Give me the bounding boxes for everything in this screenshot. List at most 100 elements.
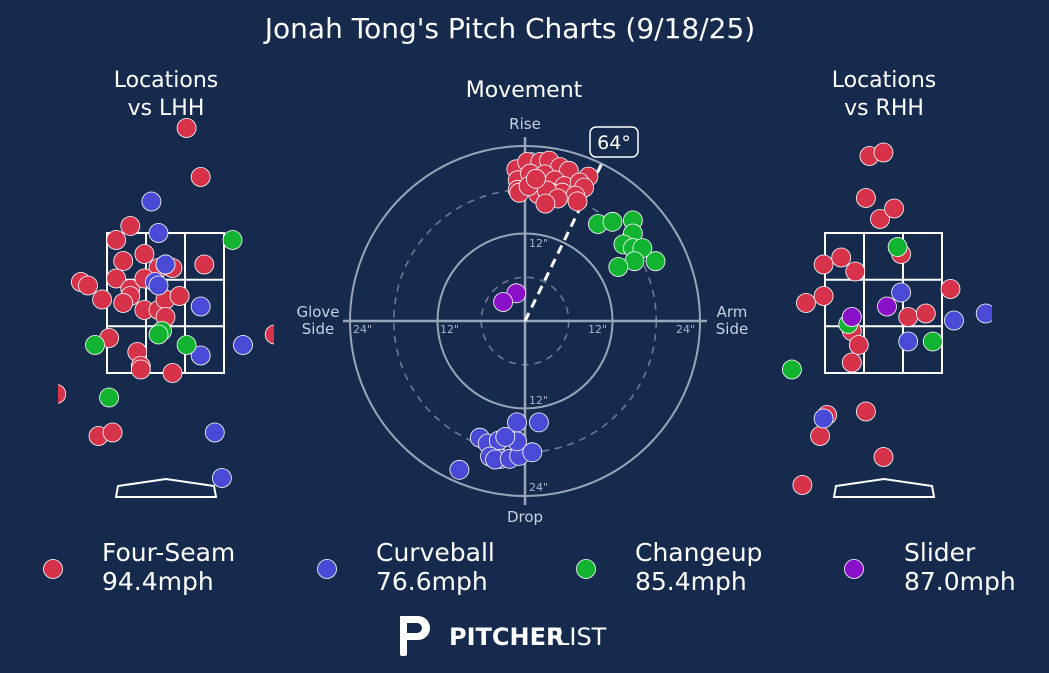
lhh-title-line1: Locations bbox=[114, 68, 219, 93]
pitch-point-four-seam bbox=[856, 188, 876, 208]
pitch-point-slider bbox=[841, 307, 862, 327]
movement-point-four-seam bbox=[567, 191, 588, 212]
drop-label: Drop bbox=[507, 508, 543, 526]
pitch-point-changeup bbox=[782, 359, 802, 380]
pitch-point-curveball bbox=[148, 275, 169, 296]
arm-side-label-line2: Side bbox=[716, 320, 748, 338]
ring-label-bottom-24: 24" bbox=[529, 481, 548, 494]
pitch-point-curveball bbox=[155, 254, 176, 275]
glove-side-label-line1: Glove bbox=[296, 303, 339, 321]
pitch-point-four-seam bbox=[113, 251, 134, 271]
legend-velo-four-seam: 94.4mph bbox=[102, 567, 214, 596]
movement-point-changeup bbox=[602, 211, 623, 232]
arm-angle-badge bbox=[589, 126, 639, 158]
pitch-point-four-seam bbox=[813, 254, 834, 275]
brand-light: LIST bbox=[556, 623, 607, 651]
pitch-point-four-seam bbox=[845, 261, 866, 282]
pitch-point-four-seam bbox=[130, 359, 151, 380]
movement-point-curveball bbox=[495, 426, 516, 447]
pitch-point-four-seam bbox=[870, 209, 890, 229]
pitch-point-four-seam bbox=[106, 268, 127, 289]
pitch-point-curveball bbox=[190, 296, 211, 317]
legend-dot-four-seam bbox=[43, 559, 63, 579]
legend-dot-curveball bbox=[317, 559, 337, 579]
pitch-point-four-seam bbox=[102, 422, 123, 443]
rhh-location-panel bbox=[782, 142, 992, 498]
pitch-point-four-seam bbox=[898, 307, 919, 327]
lhh-location-panel bbox=[58, 118, 274, 498]
pitch-point-curveball bbox=[233, 335, 253, 355]
pitch-point-curveball bbox=[898, 331, 919, 352]
ring-label-right-24: 24" bbox=[676, 323, 695, 336]
pitch-point-changeup bbox=[922, 331, 943, 352]
pitch-point-four-seam bbox=[162, 363, 183, 383]
pitch-point-four-seam bbox=[884, 198, 904, 219]
pitch-point-four-seam bbox=[856, 401, 876, 422]
rhh-title-line2: vs RHH bbox=[844, 96, 924, 121]
pitch-point-changeup bbox=[222, 230, 243, 250]
movement-point-curveball bbox=[507, 412, 527, 433]
lhh-home-plate bbox=[114, 477, 218, 498]
pitch-point-four-seam bbox=[264, 324, 274, 345]
rise-label: Rise bbox=[509, 115, 541, 133]
pitch-point-four-seam bbox=[106, 230, 127, 250]
pitch-point-four-seam bbox=[848, 335, 869, 355]
pitch-point-curveball bbox=[204, 422, 225, 443]
pitch-point-four-seam bbox=[810, 426, 830, 446]
movement-point-four-seam bbox=[526, 168, 546, 189]
pitch-point-four-seam bbox=[176, 118, 197, 138]
pitch-point-curveball bbox=[813, 408, 834, 429]
pitch-point-curveball bbox=[141, 191, 162, 212]
movement-point-changeup bbox=[645, 251, 666, 272]
pitcherlist-logo: PITCHER LIST bbox=[400, 616, 607, 656]
movement-point-curveball bbox=[529, 412, 549, 433]
rhh-title-line1: Locations bbox=[832, 68, 937, 93]
pitch-point-four-seam bbox=[796, 293, 816, 313]
movement-panel: 12" 24" 12" 24" 12" 24" 12" 24" Rise Dro… bbox=[296, 115, 748, 526]
legend-velo-slider: 87.0mph bbox=[904, 567, 1016, 596]
chart-title: Jonah Tong's Pitch Charts (9/18/25) bbox=[263, 12, 755, 45]
brand-bold: PITCHER bbox=[449, 623, 564, 651]
movement-pitch-points bbox=[449, 150, 666, 480]
pitch-point-curveball bbox=[975, 303, 992, 324]
legend-dot-changeup bbox=[576, 559, 596, 579]
legend-velo-curveball: 76.6mph bbox=[376, 567, 488, 596]
pitch-point-changeup bbox=[176, 335, 197, 355]
pitch-point-curveball bbox=[891, 282, 911, 303]
movement-point-curveball bbox=[522, 442, 543, 463]
pitch-point-four-seam bbox=[873, 447, 894, 467]
pitch-point-four-seam bbox=[120, 216, 141, 236]
pitch-point-curveball bbox=[148, 223, 169, 243]
rhh-home-plate bbox=[832, 477, 936, 498]
glove-side-label-line2: Side bbox=[302, 320, 334, 338]
legend-dot-slider bbox=[844, 559, 864, 579]
ring-label-bottom-12: 12" bbox=[529, 394, 548, 407]
movement-title: Movement bbox=[466, 78, 583, 103]
rhh-pitch-points bbox=[782, 142, 992, 495]
pitch-point-four-seam bbox=[792, 475, 813, 495]
pitch-point-four-seam bbox=[813, 286, 834, 306]
movement-point-curveball bbox=[449, 459, 470, 480]
legend-name-changeup: Changeup bbox=[635, 538, 762, 567]
pitch-point-four-seam bbox=[113, 293, 134, 313]
pitch-point-curveball bbox=[190, 345, 211, 366]
pitch-point-four-seam bbox=[915, 303, 936, 324]
pitch-point-four-seam bbox=[841, 352, 862, 373]
lhh-title-line2: vs LHH bbox=[128, 96, 205, 121]
ring-label-right-12: 12" bbox=[588, 323, 607, 336]
pitch-point-curveball bbox=[211, 468, 232, 488]
pitch-point-four-seam bbox=[831, 247, 852, 268]
pitch-point-changeup bbox=[85, 335, 105, 355]
pitch-point-four-seam bbox=[58, 384, 67, 404]
movement-point-four-seam bbox=[535, 193, 556, 214]
pitch-point-slider bbox=[877, 296, 897, 317]
legend-name-slider: Slider bbox=[904, 538, 976, 567]
pitch-point-four-seam bbox=[194, 254, 215, 275]
movement-point-changeup bbox=[608, 257, 629, 277]
ring-label-left-24: 24" bbox=[353, 323, 372, 336]
legend: Four-Seam 94.4mph Curveball 76.6mph Chan… bbox=[43, 538, 1016, 596]
pitch-point-changeup bbox=[148, 324, 169, 345]
pitch-point-four-seam bbox=[190, 167, 211, 187]
pitch-point-changeup bbox=[887, 237, 908, 257]
